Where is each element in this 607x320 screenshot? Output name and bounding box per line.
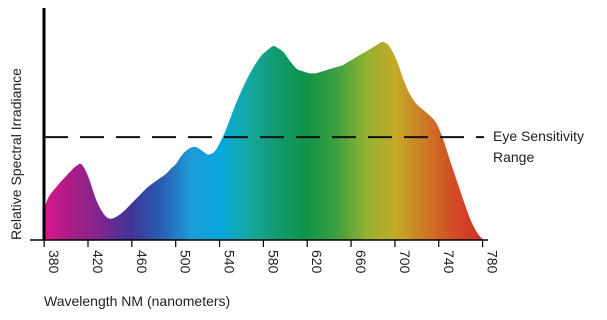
x-tick-label: 780 (485, 250, 501, 274)
x-tick-label: 660 (353, 250, 369, 274)
x-axis-label: Wavelength NM (nanometers) (44, 293, 230, 309)
y-axis-label: Relative Spectral Irradiance (8, 68, 24, 240)
spectrum-area (44, 42, 484, 240)
axis-layer (30, 8, 488, 241)
x-tick-label: 740 (441, 250, 457, 274)
area-layer (44, 42, 484, 240)
x-tick-label: 580 (265, 250, 281, 274)
x-tick-label: 460 (134, 250, 150, 274)
x-tick-label: 540 (222, 250, 238, 274)
x-tick-label: 620 (309, 250, 325, 274)
eye-sensitivity-range-label: Range (493, 149, 534, 165)
x-tick-label: 420 (90, 250, 106, 274)
eye-sensitivity-label: Eye Sensitivity (493, 128, 584, 144)
x-tick-label: 700 (397, 250, 413, 274)
tick-layer: 380 420 460 500 540 580 620 660 700 740 780 (43, 240, 501, 274)
x-tick-label: 500 (178, 250, 194, 274)
x-tick-label: 380 (46, 250, 62, 274)
